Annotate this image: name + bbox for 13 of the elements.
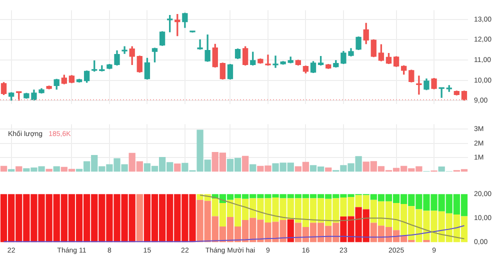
candlestick bbox=[416, 76, 422, 95]
bar bbox=[8, 169, 15, 172]
bar bbox=[0, 166, 8, 172]
bar bbox=[242, 156, 249, 172]
candlestick bbox=[197, 39, 203, 50]
bar bbox=[174, 164, 181, 172]
bar bbox=[287, 219, 294, 242]
bar bbox=[136, 194, 143, 242]
bar bbox=[250, 164, 256, 172]
bar bbox=[423, 240, 430, 242]
candlestick bbox=[265, 54, 271, 66]
candlestick bbox=[122, 46, 128, 54]
bar bbox=[325, 168, 332, 172]
